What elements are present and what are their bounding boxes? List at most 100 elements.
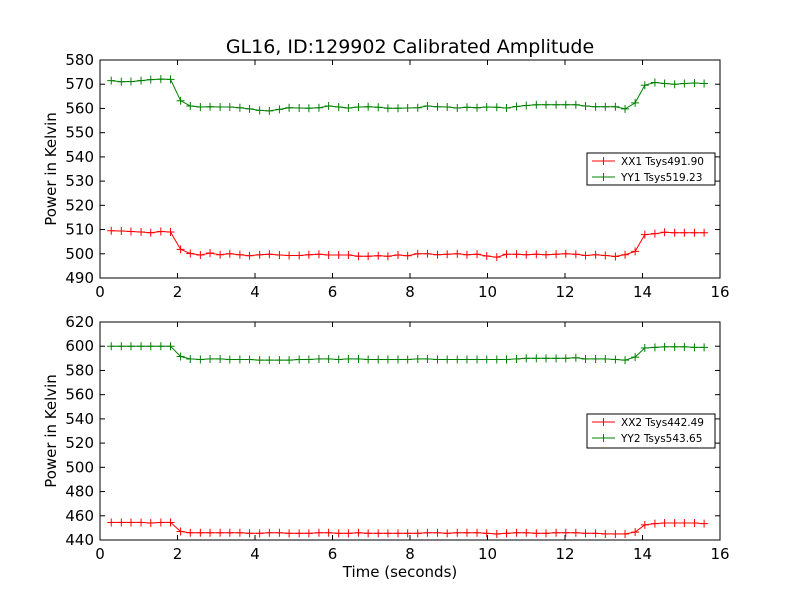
data-point-0-1-60 — [700, 79, 709, 88]
y-axis-label-1: Power in Kelvin — [42, 374, 60, 488]
legend-marker-0-1 — [599, 173, 608, 181]
y-tick-label-1-8: 600 — [65, 337, 94, 355]
data-point-0-1-41 — [512, 102, 521, 111]
data-point-1-0-12 — [225, 528, 234, 537]
data-point-1-0-10 — [206, 528, 215, 537]
data-point-0-1-22 — [324, 102, 333, 111]
data-point-0-0-39 — [492, 253, 501, 262]
data-point-0-0-0 — [107, 226, 116, 235]
data-point-0-1-40 — [502, 103, 511, 112]
data-point-0-1-46 — [561, 100, 570, 109]
data-point-1-1-38 — [482, 355, 491, 364]
data-point-1-0-7 — [176, 527, 185, 536]
data-point-0-0-7 — [176, 245, 185, 254]
legend-1 — [586, 413, 716, 449]
data-point-1-0-6 — [166, 518, 175, 527]
legend-label-0-1: YY1 Tsys519.23 — [620, 172, 702, 184]
data-point-1-1-13 — [235, 355, 244, 364]
legend-marker-1-0 — [599, 418, 608, 426]
data-point-0-0-17 — [275, 250, 284, 259]
x-tick-label-0-5: 10 — [478, 283, 497, 301]
data-point-1-1-28 — [383, 355, 392, 364]
data-point-1-0-48 — [581, 529, 590, 538]
bottom-plot: 0 2 4 6 8 10 12 14 16 440 460 480 500 520 540 560 580 600… — [42, 313, 730, 581]
data-point-1-1-40 — [502, 355, 511, 364]
data-point-0-0-21 — [314, 250, 323, 259]
data-point-0-1-15 — [255, 106, 264, 115]
data-point-0-0-28 — [383, 252, 392, 261]
x-tick-label-1-3: 6 — [328, 545, 338, 563]
y-tick-label-1-7: 580 — [65, 361, 94, 379]
data-point-0-1-10 — [206, 102, 215, 111]
data-point-1-1-59 — [690, 343, 699, 352]
data-point-1-1-10 — [206, 354, 215, 363]
data-point-0-0-24 — [344, 250, 353, 259]
data-point-0-0-60 — [700, 228, 709, 237]
data-point-0-0-56 — [660, 228, 669, 237]
data-point-0-0-5 — [156, 227, 165, 236]
data-point-1-0-29 — [393, 529, 402, 538]
data-point-1-1-19 — [295, 355, 304, 364]
data-point-1-1-46 — [561, 354, 570, 363]
data-point-1-0-5 — [156, 518, 165, 527]
data-point-1-0-28 — [383, 529, 392, 538]
data-point-1-0-49 — [591, 529, 600, 538]
data-point-0-0-26 — [364, 252, 373, 261]
data-point-1-1-36 — [462, 355, 471, 364]
data-point-1-1-12 — [225, 355, 234, 364]
y-tick-label-0-6: 550 — [65, 124, 94, 142]
data-point-1-1-9 — [196, 355, 205, 364]
data-point-1-1-21 — [314, 354, 323, 363]
y-tick-label-0-1: 500 — [65, 245, 94, 263]
data-point-1-1-44 — [542, 354, 551, 363]
data-point-1-0-37 — [473, 528, 482, 537]
data-point-1-0-11 — [216, 528, 225, 537]
data-point-1-0-41 — [512, 528, 521, 537]
y-tick-label-1-9: 620 — [65, 313, 94, 331]
data-point-1-0-59 — [690, 519, 699, 528]
data-point-1-1-0 — [107, 342, 116, 351]
data-point-0-1-56 — [660, 79, 669, 88]
data-point-1-1-24 — [344, 354, 353, 363]
data-point-0-1-7 — [176, 96, 185, 105]
data-point-1-0-34 — [443, 529, 452, 538]
data-point-0-1-6 — [166, 75, 175, 84]
data-point-1-1-29 — [393, 355, 402, 364]
x-tick-label-1-4: 8 — [405, 545, 415, 563]
y-tick-label-1-2: 480 — [65, 483, 94, 501]
data-point-1-1-45 — [552, 354, 561, 363]
data-point-0-0-49 — [591, 250, 600, 259]
x-tick-label-0-2: 4 — [250, 283, 260, 301]
x-tick-label-1-5: 10 — [478, 545, 497, 563]
y-tick-label-0-4: 530 — [65, 172, 94, 190]
data-point-0-0-53 — [631, 247, 640, 256]
data-point-0-1-35 — [453, 103, 462, 112]
data-point-1-1-31 — [413, 354, 422, 363]
legend-label-1-1: YY2 Tsys543.65 — [620, 433, 702, 445]
data-point-0-0-42 — [522, 250, 531, 259]
y-tick-label-1-1: 460 — [65, 507, 94, 525]
data-point-1-0-27 — [374, 529, 383, 538]
data-point-0-0-4 — [146, 228, 155, 237]
data-point-1-0-53 — [631, 528, 640, 537]
data-point-1-0-31 — [413, 529, 422, 538]
data-point-1-1-41 — [512, 354, 521, 363]
data-point-1-0-58 — [680, 519, 689, 528]
data-point-1-1-5 — [156, 342, 165, 351]
x-tick-label-0-8: 16 — [710, 283, 729, 301]
chart-title: GL16, ID:129902 Calibrated Amplitude — [226, 36, 594, 58]
data-point-1-0-60 — [700, 519, 709, 528]
data-point-0-0-3 — [137, 227, 146, 236]
data-point-1-0-15 — [255, 529, 264, 538]
data-point-0-0-14 — [245, 251, 254, 260]
data-point-1-1-17 — [275, 356, 284, 365]
x-tick-label-1-1: 2 — [173, 545, 183, 563]
legend-label-1-0: XX2 Tsys442.49 — [621, 417, 704, 429]
data-point-0-1-53 — [631, 98, 640, 107]
data-point-0-0-25 — [354, 252, 363, 261]
data-point-1-0-39 — [492, 529, 501, 538]
data-point-1-0-33 — [433, 528, 442, 537]
data-point-1-0-47 — [571, 528, 580, 537]
data-point-1-1-48 — [581, 354, 590, 363]
